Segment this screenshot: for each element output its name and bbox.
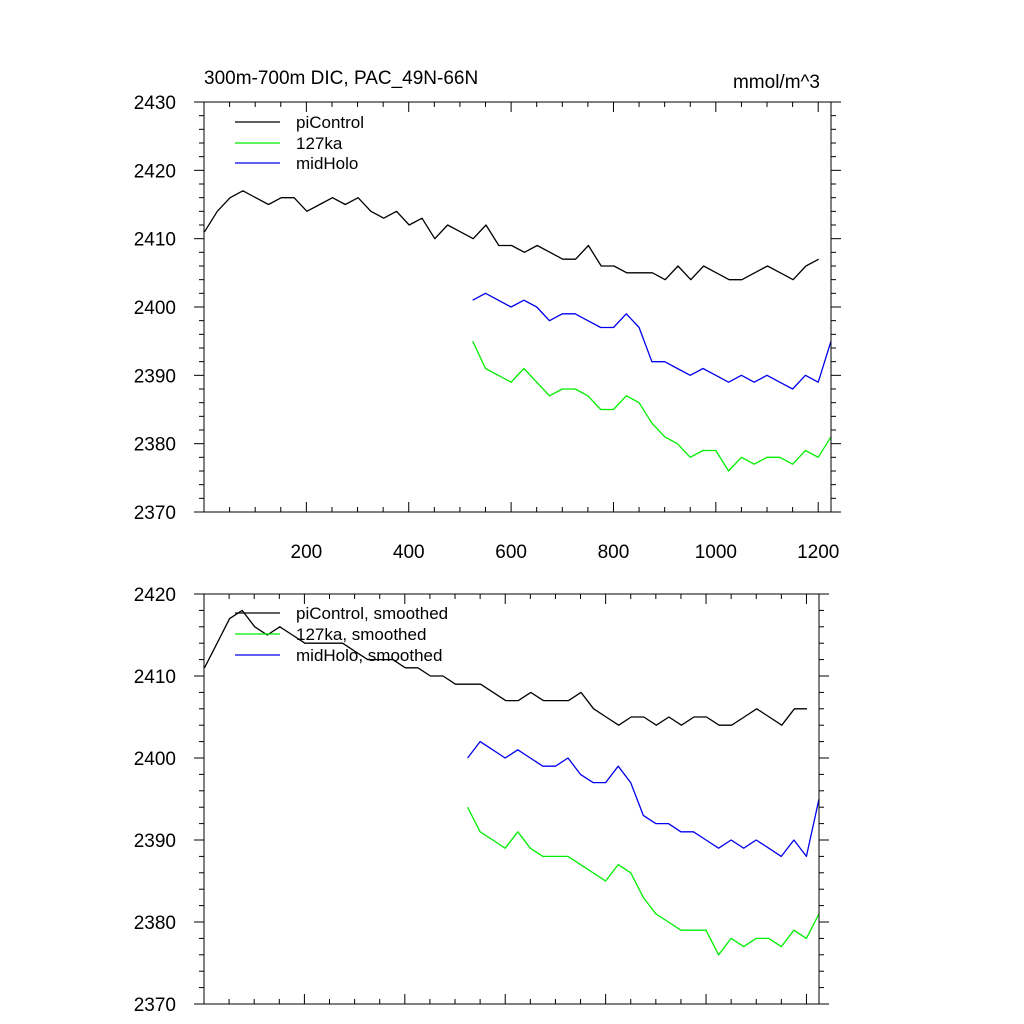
y-tick-label: 2380 (134, 913, 176, 934)
y-tick-label: 2390 (134, 831, 176, 852)
series-line-midholo (472, 292, 832, 390)
bottom-panel: 2370 2380 2390 2400 2410 2420 piControl, smoo… (134, 585, 829, 1016)
bottom-panel-legend: piControl, smoothed 127ka, smoothed midH… (235, 604, 448, 665)
top-panel-series (203, 190, 832, 472)
bottom-panel-y-tick-labels: 2370 2380 2390 2400 2410 2420 (134, 585, 176, 1016)
chart-title: 300m-700m DIC, PAC_49N-66N (204, 68, 478, 89)
bottom-panel-frame (203, 593, 820, 1005)
series-line-midholo-smoothed (467, 740, 820, 858)
x-tick-label: 800 (598, 542, 630, 563)
bottom-panel-ticks (194, 593, 829, 1005)
units-label: mmol/m^3 (733, 72, 820, 93)
y-tick-label: 2380 (134, 435, 176, 456)
top-panel-legend: piControl 127ka midHolo (235, 113, 364, 173)
series-line-127ka (472, 340, 832, 472)
x-tick-label: 1200 (797, 542, 839, 563)
top-panel-ticks (194, 101, 841, 513)
legend-label-picontrol-smoothed: piControl, smoothed (296, 604, 448, 623)
y-tick-label: 2400 (134, 298, 176, 319)
x-tick-label: 400 (393, 542, 425, 563)
x-tick-label: 200 (291, 542, 323, 563)
y-tick-label: 2420 (134, 585, 176, 606)
y-tick-label: 2370 (134, 995, 176, 1016)
series-line-picontrol-smoothed (203, 609, 807, 726)
top-panel-frame (203, 101, 832, 513)
legend-label-midholo-smoothed: midHolo, smoothed (296, 646, 442, 665)
bottom-panel-series (203, 609, 820, 956)
y-tick-label: 2370 (134, 503, 176, 524)
top-panel: 300m-700m DIC, PAC_49N-66N mmol/m^3 2370… (134, 68, 841, 563)
y-tick-label: 2410 (134, 667, 176, 688)
series-line-127ka-smoothed (467, 806, 820, 956)
legend-label-picontrol: piControl (296, 113, 364, 132)
top-panel-x-tick-labels: 200 400 600 800 1000 1200 (291, 542, 840, 563)
x-tick-label: 1000 (695, 542, 737, 563)
y-tick-label: 2410 (134, 230, 176, 251)
y-tick-label: 2390 (134, 366, 176, 387)
legend-label-midholo: midHolo (296, 154, 358, 173)
legend-label-127ka: 127ka (296, 134, 343, 153)
series-line-picontrol (203, 190, 820, 281)
x-tick-label: 600 (495, 542, 527, 563)
legend-label-127ka-smoothed: 127ka, smoothed (296, 625, 426, 644)
y-tick-label: 2400 (134, 749, 176, 770)
top-panel-y-tick-labels: 2370 2380 2390 2400 2410 2420 2430 (134, 93, 176, 524)
y-tick-label: 2430 (134, 93, 176, 114)
y-tick-label: 2420 (134, 161, 176, 182)
